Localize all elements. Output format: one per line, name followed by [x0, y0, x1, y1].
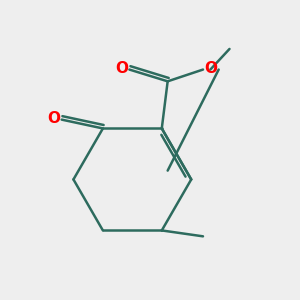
Text: O: O	[116, 61, 128, 76]
Text: O: O	[204, 61, 217, 76]
Text: O: O	[47, 111, 60, 126]
